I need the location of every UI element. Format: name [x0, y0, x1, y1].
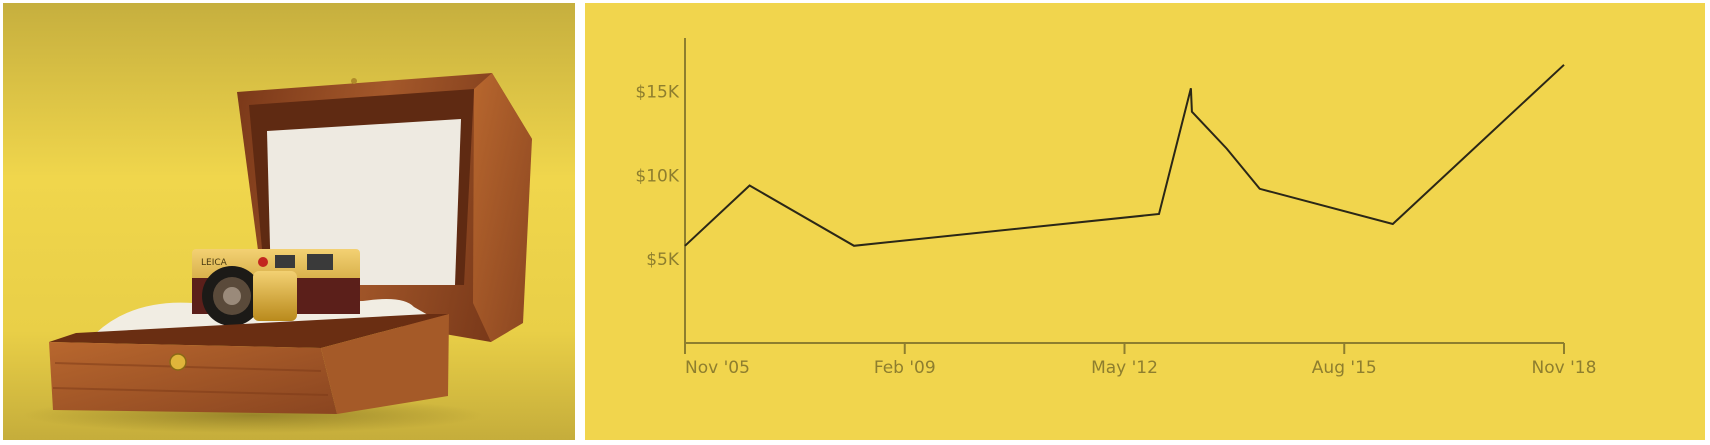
- y-tick-label: $5K: [646, 250, 680, 270]
- price-line-chart: $5K $10K $15K Nov '05 Feb '09 May '12 Aug '15…: [585, 3, 1705, 440]
- y-tick-label: $15K: [635, 83, 679, 103]
- x-tick-label: Nov '18: [1532, 358, 1597, 378]
- box-latch-knob: [169, 353, 187, 371]
- chart-background: [585, 3, 1705, 440]
- camera-box-photo: LEICA: [3, 3, 575, 440]
- x-tick-label: Feb '09: [874, 358, 936, 378]
- chart-panel: $5K $10K $15K Nov '05 Feb '09 May '12 Aug '15…: [585, 3, 1705, 440]
- y-tick-label: $10K: [635, 166, 679, 186]
- x-tick-label: Aug '15: [1312, 358, 1377, 378]
- svg-text:LEICA: LEICA: [201, 258, 228, 268]
- x-tick-label: May '12: [1091, 358, 1158, 378]
- series-line: [684, 64, 1565, 247]
- camera-box-image: LEICA: [3, 3, 575, 440]
- x-tick-label: Nov '05: [685, 358, 750, 378]
- camera: LEICA: [192, 249, 360, 326]
